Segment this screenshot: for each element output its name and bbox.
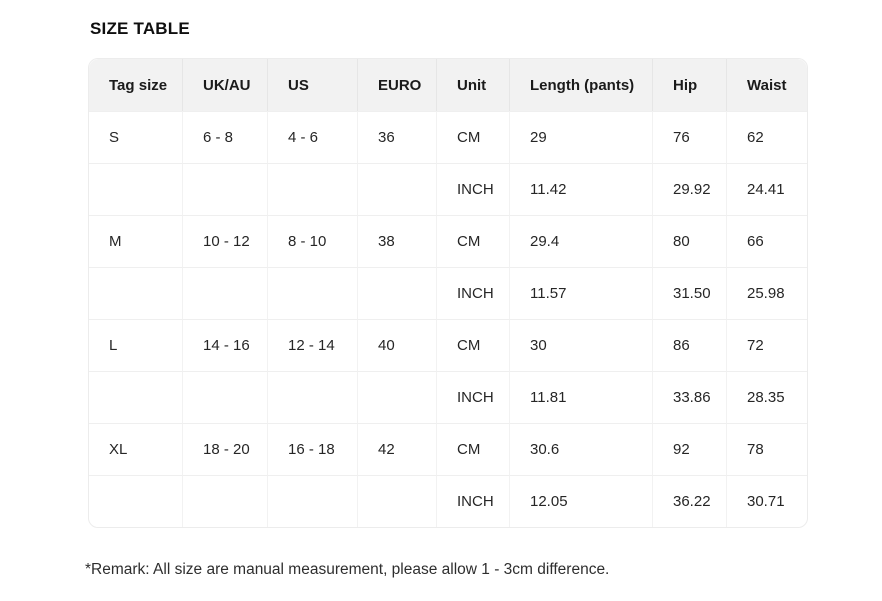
table-cell: 8 - 10 [267,215,357,267]
table-cell: 18 - 20 [182,423,267,475]
table-cell: 16 - 18 [267,423,357,475]
table-cell [357,163,436,215]
table-row: INCH 11.57 31.50 25.98 [89,267,807,319]
table-cell: INCH [436,371,509,423]
table-cell [89,267,182,319]
table-cell: 42 [357,423,436,475]
table-cell: M [89,215,182,267]
table-cell: 62 [726,111,807,163]
table-cell: 78 [726,423,807,475]
size-table: Tag size UK/AU US EURO Unit Length (pants) Hip… [88,58,808,528]
table-cell: INCH [436,267,509,319]
table-cell [357,267,436,319]
table-cell: 12 - 14 [267,319,357,371]
remark-text: *Remark: All size are manual measurement… [85,561,610,578]
table-cell [182,267,267,319]
page-title: SIZE TABLE [90,19,190,38]
table-cell: 29.4 [509,215,652,267]
table-cell: 76 [652,111,726,163]
table-cell [267,475,357,527]
table-cell: XL [89,423,182,475]
table-row: M 10 - 12 8 - 10 38 CM 29.4 80 66 [89,215,807,267]
table-cell: 4 - 6 [267,111,357,163]
table-cell: 66 [726,215,807,267]
table-cell: 31.50 [652,267,726,319]
table-row: INCH 12.05 36.22 30.71 [89,475,807,527]
table-cell [89,163,182,215]
table-cell: CM [436,423,509,475]
table-cell: 6 - 8 [182,111,267,163]
table-cell: 29 [509,111,652,163]
table-cell: 72 [726,319,807,371]
table-cell [182,475,267,527]
table-cell: CM [436,319,509,371]
column-header: Waist [726,59,807,111]
table-cell: 33.86 [652,371,726,423]
table-cell: 40 [357,319,436,371]
table-row: XL 18 - 20 16 - 18 42 CM 30.6 92 78 [89,423,807,475]
table-cell: 11.42 [509,163,652,215]
table-cell: 30 [509,319,652,371]
table-cell: 30.6 [509,423,652,475]
table-cell: 10 - 12 [182,215,267,267]
column-header: Unit [436,59,509,111]
table-cell [267,371,357,423]
table-cell: L [89,319,182,371]
column-header: Length (pants) [509,59,652,111]
table-cell: INCH [436,163,509,215]
table-cell: 11.81 [509,371,652,423]
table-cell: CM [436,111,509,163]
table-cell: 86 [652,319,726,371]
table-cell [357,371,436,423]
table-cell: 28.35 [726,371,807,423]
table-cell [89,371,182,423]
column-header: US [267,59,357,111]
table-cell [182,371,267,423]
table-cell [182,163,267,215]
table-cell: 36.22 [652,475,726,527]
table-cell: 12.05 [509,475,652,527]
table-cell: 80 [652,215,726,267]
table-cell: 25.98 [726,267,807,319]
header-row: Tag size UK/AU US EURO Unit Length (pants) Hip… [89,59,807,111]
column-header: Tag size [89,59,182,111]
table-cell [267,267,357,319]
table-row: L 14 - 16 12 - 14 40 CM 30 86 72 [89,319,807,371]
column-header: Hip [652,59,726,111]
table-cell [357,475,436,527]
table-row: INCH 11.42 29.92 24.41 [89,163,807,215]
table-cell: S [89,111,182,163]
table-cell [267,163,357,215]
table-cell: 30.71 [726,475,807,527]
table-cell: 92 [652,423,726,475]
column-header: UK/AU [182,59,267,111]
table-cell: CM [436,215,509,267]
table-row: INCH 11.81 33.86 28.35 [89,371,807,423]
table-cell: 24.41 [726,163,807,215]
table-cell: INCH [436,475,509,527]
table-cell: 14 - 16 [182,319,267,371]
table-cell [89,475,182,527]
table-cell: 38 [357,215,436,267]
table-cell: 36 [357,111,436,163]
table-cell: 29.92 [652,163,726,215]
table-cell: 11.57 [509,267,652,319]
column-header: EURO [357,59,436,111]
